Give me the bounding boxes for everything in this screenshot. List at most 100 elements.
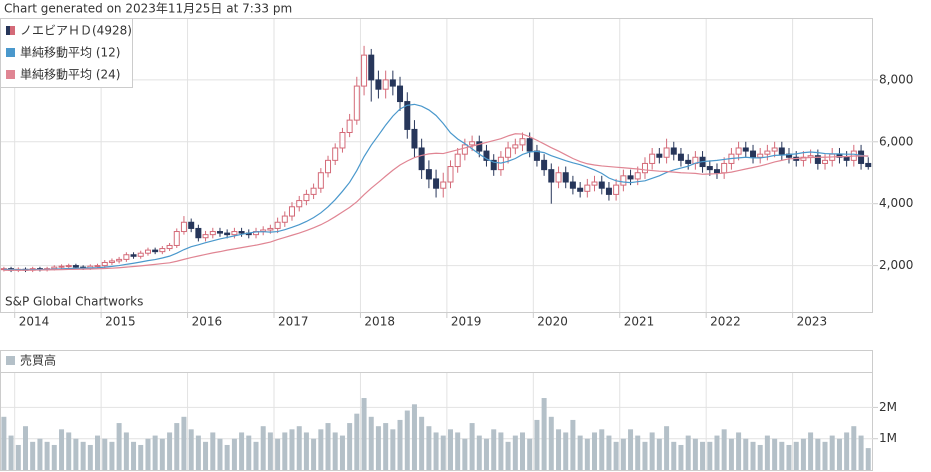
volume-bar — [37, 438, 43, 470]
volume-bar — [865, 448, 871, 470]
volume-bar — [94, 435, 100, 470]
candle-body — [325, 159, 332, 174]
volume-bar — [383, 423, 389, 470]
candle-body — [814, 155, 821, 164]
volume-bar — [822, 441, 828, 470]
x-tick-label: 2014 — [19, 315, 50, 329]
candle-body — [663, 147, 670, 158]
candle-body — [541, 159, 548, 171]
volume-bar — [577, 435, 583, 470]
volume-bar — [8, 435, 14, 470]
volume-bar — [325, 423, 331, 470]
candle-body — [144, 249, 151, 254]
candle-body — [634, 172, 641, 180]
volume-bar — [757, 444, 763, 470]
legend-label: 単純移動平均 (24) — [20, 68, 120, 82]
volume-bar — [217, 438, 223, 470]
candle-body — [310, 187, 317, 195]
y-tick-label: 8,000 — [879, 72, 913, 86]
volume-bar — [483, 438, 489, 470]
candle-body — [800, 156, 807, 161]
candle-body — [685, 159, 692, 164]
watermark: S&P Global Chartworks — [5, 295, 143, 309]
candle-body — [368, 54, 375, 81]
volume-bar — [109, 441, 115, 470]
moving-average-line — [3, 103, 869, 271]
volume-bar — [793, 441, 799, 470]
volume-bar — [462, 438, 468, 470]
candle-body — [440, 181, 447, 189]
volume-bar — [592, 432, 598, 470]
candle-body — [425, 169, 432, 180]
candle-body — [757, 153, 764, 158]
price-frame — [0, 18, 873, 313]
volume-bar — [829, 435, 835, 470]
legend-swatch — [6, 356, 15, 365]
candle-body — [569, 181, 576, 189]
candle-body — [375, 79, 382, 90]
candle-body — [577, 187, 584, 192]
volume-bar — [520, 432, 526, 470]
candle-body — [605, 187, 612, 195]
volume-bar — [628, 429, 634, 470]
candle-body — [180, 221, 187, 233]
volume-bar — [808, 432, 814, 470]
volume-bar — [836, 438, 842, 470]
volume-bar — [311, 438, 317, 470]
candle-body — [519, 138, 526, 146]
candle-body — [562, 172, 569, 183]
volume-bar — [102, 438, 108, 470]
y-tick-label: 6,000 — [879, 134, 913, 148]
volume-bar — [195, 435, 201, 470]
volume-bar — [167, 432, 173, 470]
volume-bar — [534, 419, 540, 470]
candle-body — [649, 153, 656, 164]
volume-bar — [527, 438, 533, 470]
candle-body — [591, 181, 598, 186]
volume-bar — [347, 423, 353, 470]
volume-bar — [664, 426, 670, 470]
volume-bar — [116, 423, 122, 470]
volume-bar — [815, 438, 821, 470]
candle-body — [447, 166, 454, 183]
candle-body — [670, 147, 677, 155]
candle-body — [231, 231, 238, 236]
volume-bar — [59, 429, 65, 470]
volume-bar — [570, 419, 576, 470]
candle-body — [123, 254, 130, 260]
x-tick-label: 2018 — [364, 315, 395, 329]
candle-body — [101, 261, 108, 267]
volume-bar — [426, 426, 432, 470]
volume-bar — [282, 432, 288, 470]
volume-bar — [375, 426, 381, 470]
x-tick-label: 2017 — [278, 315, 309, 329]
candle-body — [238, 231, 245, 234]
volume-bar — [692, 438, 698, 470]
volume-bar — [541, 398, 547, 470]
candle-body — [584, 184, 591, 192]
candle-body — [404, 101, 411, 130]
candle-body — [418, 147, 425, 171]
legend-swatch — [6, 26, 10, 35]
volume-bar — [548, 416, 554, 470]
candle-body — [641, 162, 648, 174]
volume-bar — [1, 416, 7, 470]
candle-body — [108, 260, 115, 263]
x-tick-label: 2016 — [192, 315, 223, 329]
volume-bar — [750, 441, 756, 470]
volume-bar — [736, 432, 742, 470]
volume-bar — [181, 416, 187, 470]
candle-body — [274, 221, 281, 229]
volume-bar — [635, 435, 641, 470]
volume-bar — [332, 432, 338, 470]
candle-body — [764, 150, 771, 155]
y-tick-label: 2M — [879, 400, 897, 414]
volume-bar — [606, 435, 612, 470]
volume-bar — [469, 423, 475, 470]
legend-label: ノエビアＨＤ(4928) — [20, 24, 132, 38]
candle-body — [397, 85, 404, 103]
plot-layer: 2014 2015 2016 2017 2018 2019 2020 2021 2022 2023… — [0, 19, 913, 470]
candle-body — [317, 172, 324, 189]
x-tick-label: 2020 — [537, 315, 568, 329]
